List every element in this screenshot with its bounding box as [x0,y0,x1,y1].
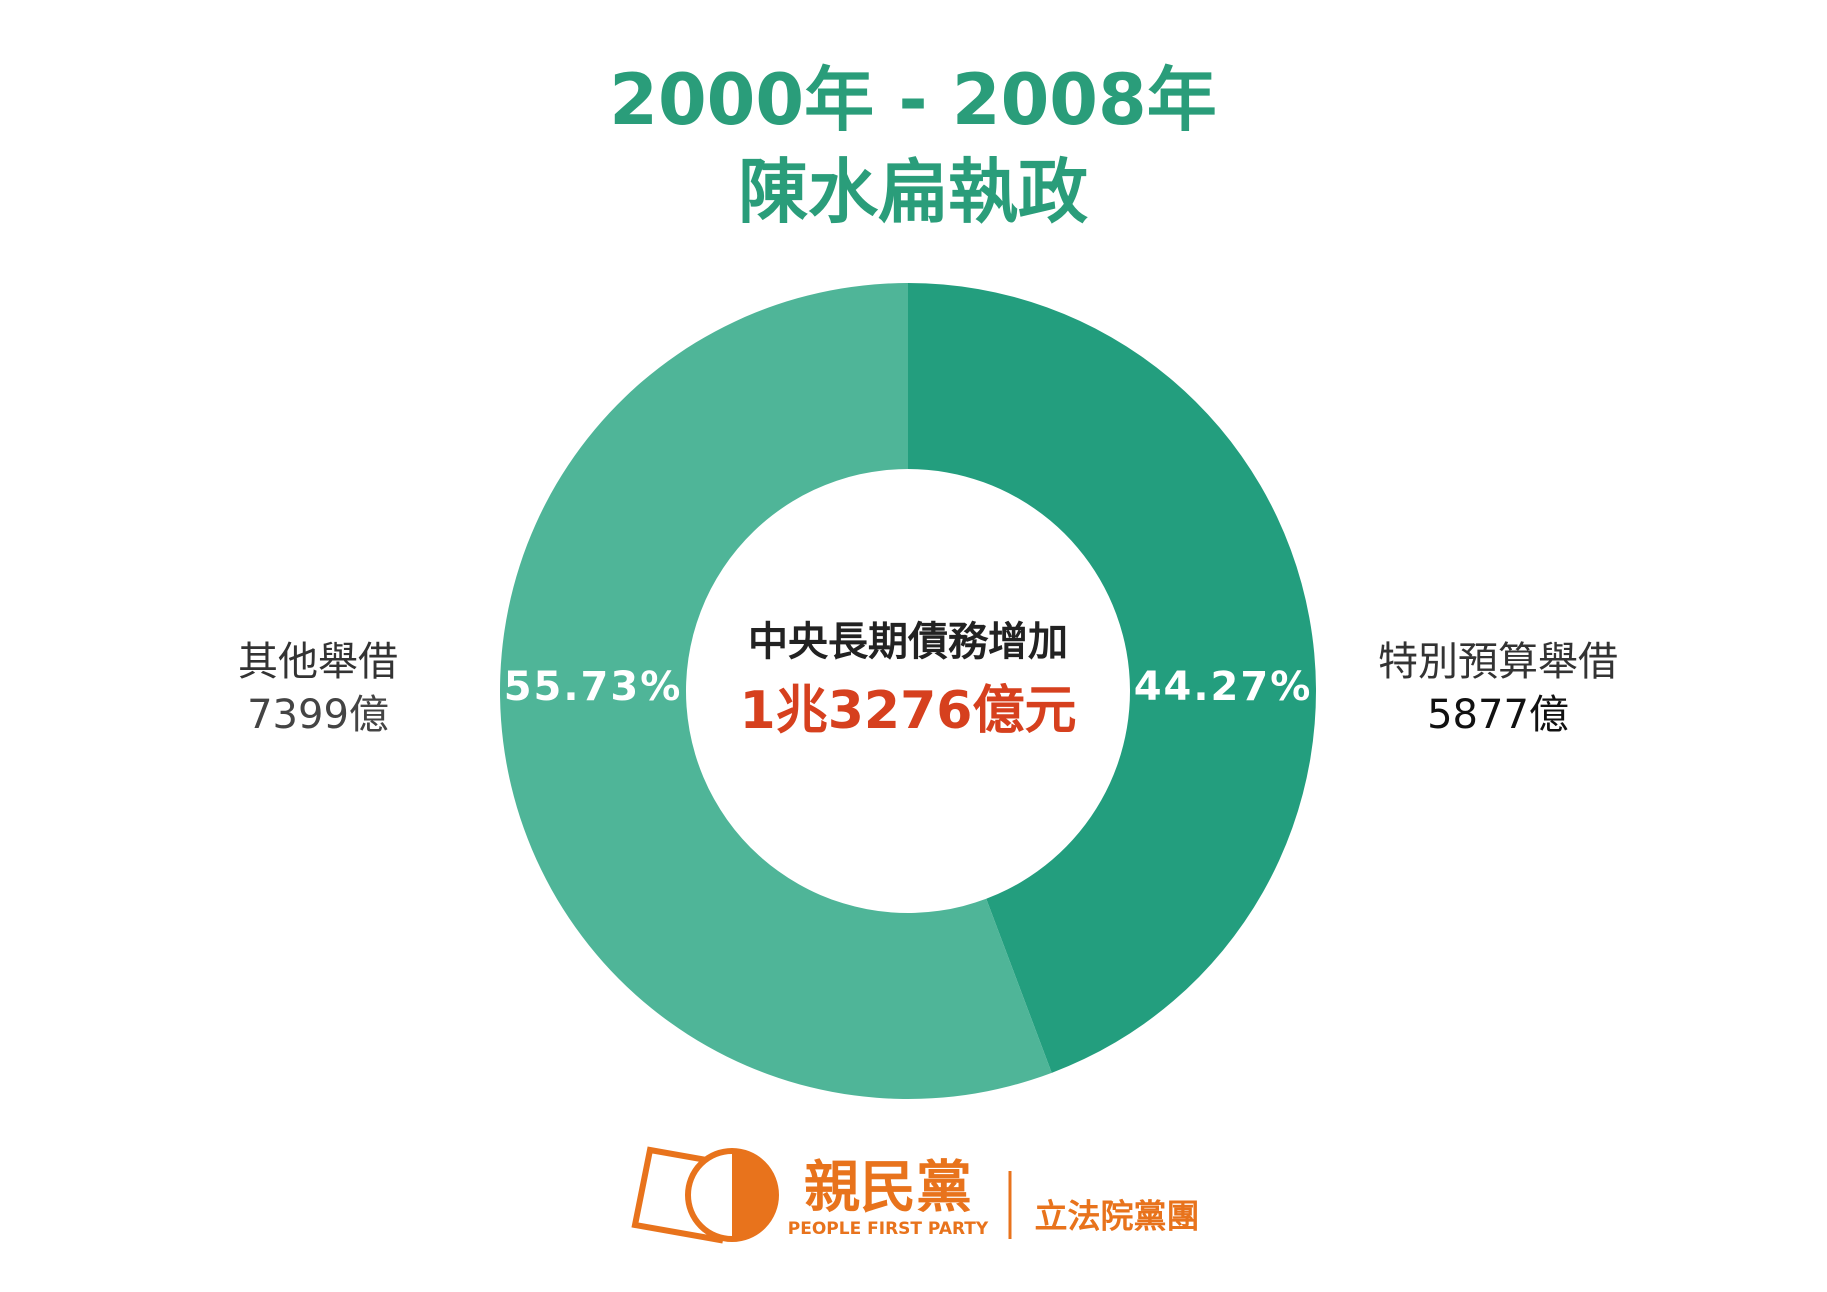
logo-text: 親民黨 [804,1155,972,1221]
pie-slice [499,283,1052,1099]
pie-slice [908,283,1316,1073]
chart-title: 2000年 - 2008年 [609,59,1216,141]
caucus: 立法院黨團 [1035,1197,1200,1236]
logo-subtext: PEOPLE FIRST PARTY [788,1219,989,1239]
value-label: 55.73% [504,664,683,710]
value-label: 44.27% [1134,664,1313,710]
logo-icon [631,1146,779,1244]
center-value: 1兆3276億元 [740,681,1077,741]
amount-label: 5877億 [1427,692,1569,738]
center-label: 中央長期債務增加 [748,619,1068,665]
chart-subtitle: 陳水扁執政 [738,151,1088,233]
logo-half [732,1151,776,1239]
category-label: 特別預算舉借 [1378,639,1618,685]
pie: 44.27% 特別預算舉借 5877億 55.73% 其他舉借 7399億 [238,283,1618,1099]
amount-label: 7399億 [247,692,389,738]
category-label: 其他舉借 [238,639,398,685]
